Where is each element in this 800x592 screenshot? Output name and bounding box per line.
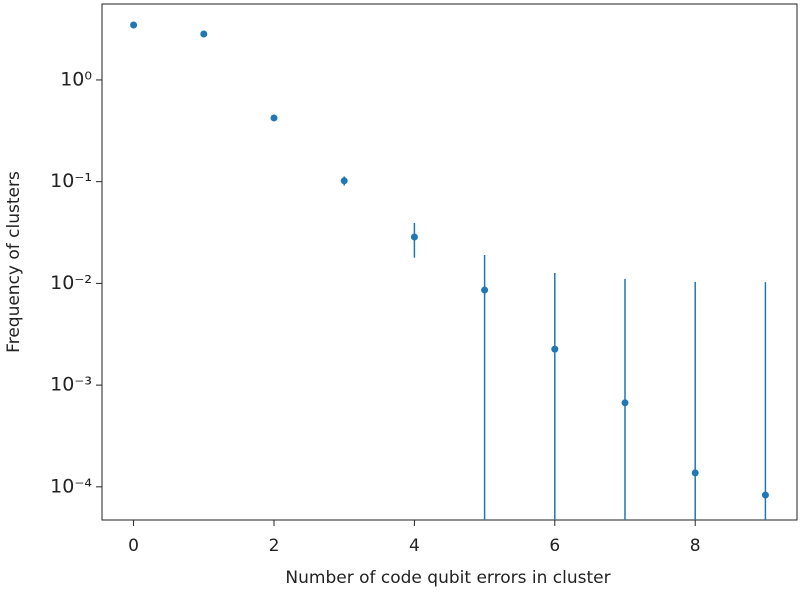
point bbox=[410, 233, 418, 241]
x-axis-label: Number of code qubit errors in cluster bbox=[285, 568, 610, 588]
point bbox=[130, 21, 138, 29]
y-tick-label: 10⁰ bbox=[60, 68, 92, 90]
point bbox=[761, 491, 769, 499]
x-tick-label: 4 bbox=[409, 536, 420, 556]
x-tick-label: 2 bbox=[269, 536, 280, 556]
point bbox=[340, 177, 348, 185]
y-tick-label: 10⁻¹ bbox=[50, 170, 92, 192]
point bbox=[270, 114, 278, 122]
point bbox=[691, 469, 699, 477]
point bbox=[200, 30, 208, 38]
point bbox=[621, 399, 629, 407]
point bbox=[551, 345, 559, 353]
y-tick-label: 10⁻² bbox=[50, 272, 92, 294]
axes-frame bbox=[101, 3, 798, 521]
point bbox=[481, 286, 489, 294]
y-tick-label: 10⁻⁴ bbox=[50, 475, 92, 497]
x-tick-label: 0 bbox=[128, 536, 139, 556]
y-tick-label: 10⁻³ bbox=[50, 374, 92, 396]
x-tick-label: 8 bbox=[690, 536, 701, 556]
y-axis-label: Frequency of clusters bbox=[4, 171, 24, 353]
x-tick-label: 6 bbox=[549, 536, 560, 556]
